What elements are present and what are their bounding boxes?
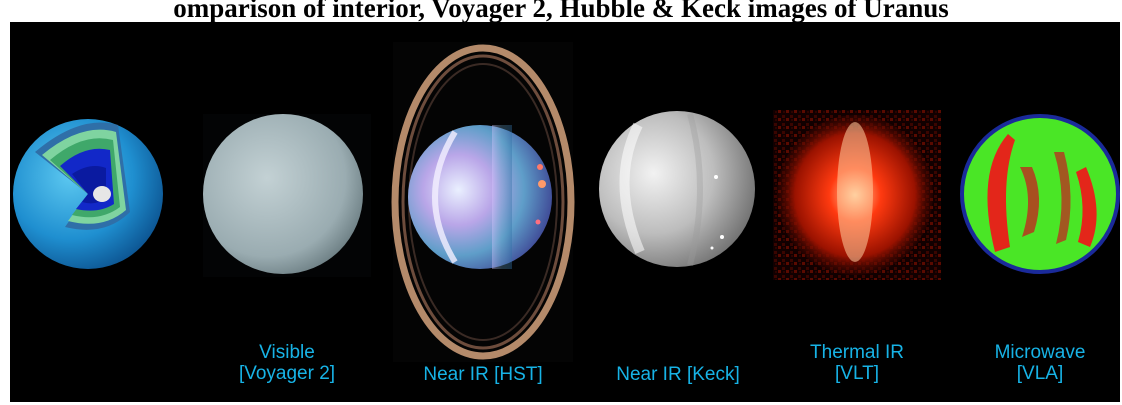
thermal-ir-vlt-planet (773, 110, 941, 280)
caption-line: Microwave (994, 342, 1086, 363)
interior-cutaway-planet (13, 119, 163, 269)
caption-line: Near IR [HST] (423, 364, 543, 385)
caption-line: [Voyager 2] (238, 363, 336, 384)
caption-visible-voyager: Visible [Voyager 2] (203, 342, 371, 384)
caption-near-ir-keck: Near IR [Keck] (593, 364, 763, 385)
caption-thermal-ir-vlt: Thermal IR [VLT] (773, 342, 941, 384)
near-ir-hst-planet (391, 42, 575, 362)
caption-line: [VLA] (1016, 363, 1064, 384)
caption-line: [VLT] (835, 363, 879, 384)
page-title: omparison of interior, Voyager 2, Hubble… (173, 0, 949, 22)
caption-line: Visible (259, 342, 315, 363)
near-ir-keck-planet (599, 111, 755, 267)
uranus-comparison-panel: Visible [Voyager 2] Near IR [HST] Near I… (10, 22, 1120, 402)
caption-microwave-vla: Microwave [VLA] (960, 342, 1120, 384)
caption-near-ir-hst: Near IR [HST] (393, 364, 573, 385)
visible-voyager-planet (203, 114, 371, 277)
caption-line: Thermal IR (810, 342, 904, 363)
microwave-vla-planet (960, 114, 1120, 274)
uranus-images (13, 42, 1120, 362)
caption-line: Near IR [Keck] (616, 364, 740, 385)
